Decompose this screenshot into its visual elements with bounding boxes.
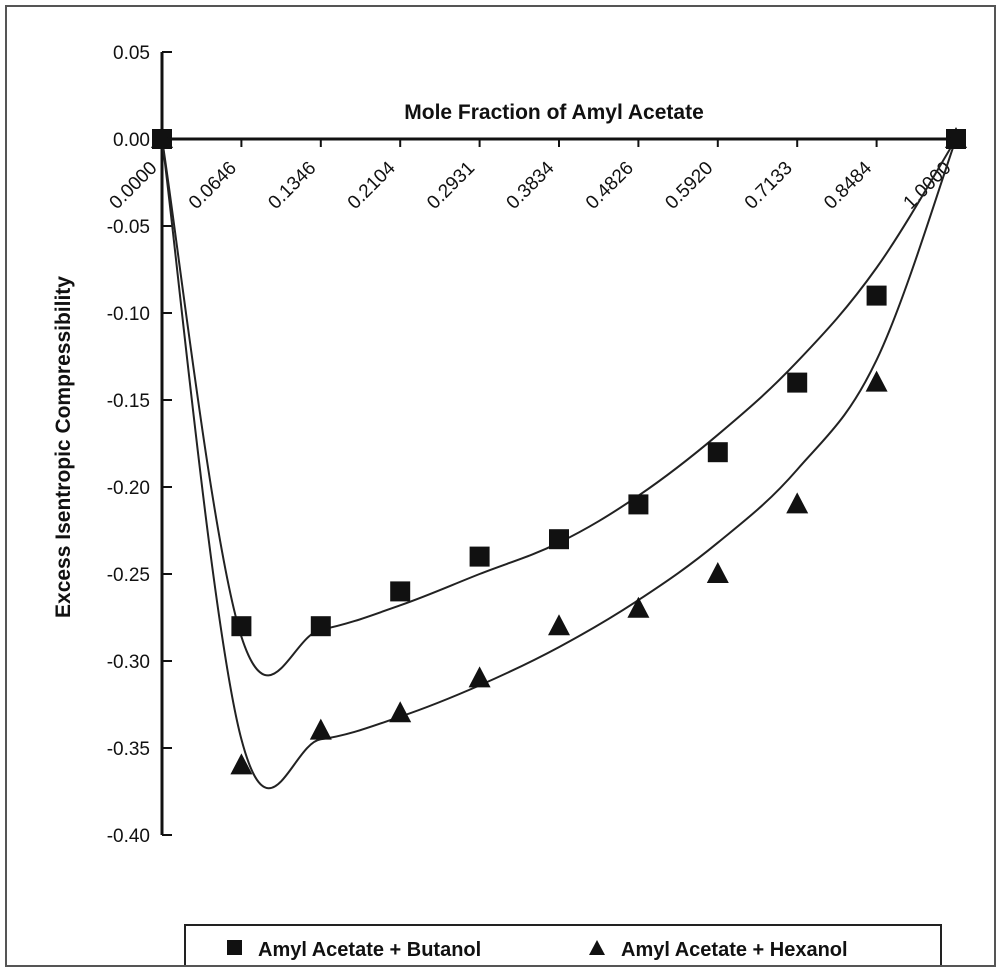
chart-frame: 0.05 0.00 -0.05 -0.10 -0.15 -0.20 -0.25 -0.30 -0… xyxy=(5,5,996,974)
x-tick-label: 0.0646 xyxy=(185,158,241,214)
y-ticks: 0.05 0.00 -0.05 -0.10 -0.15 -0.20 -0.25 -0.30 -0… xyxy=(107,43,172,847)
legend-marker-hexanol xyxy=(589,940,605,955)
butanol-point xyxy=(469,546,490,567)
butanol-point xyxy=(787,372,808,393)
x-tick-label: 0.0000 xyxy=(106,158,162,214)
hexanol-point xyxy=(706,562,729,583)
x-tick-label: 0.2931 xyxy=(423,158,479,214)
hexanol-point xyxy=(548,614,570,636)
x-tick-label: 0.7133 xyxy=(741,158,797,214)
legend: Amyl Acetate + Butanol Amyl Acetate + He… xyxy=(184,924,942,974)
hexanol-point xyxy=(865,370,888,392)
hexanol-point xyxy=(627,596,650,618)
y-tick-label: -0.10 xyxy=(107,304,150,325)
axes xyxy=(160,52,960,835)
butanol-point xyxy=(310,616,331,637)
y-tick-label: -0.15 xyxy=(107,391,150,412)
butanol-point xyxy=(390,581,411,602)
x-tick-label: 0.2104 xyxy=(344,157,400,213)
fit-curve-hexanol xyxy=(161,138,957,790)
y-axis-title: Excess Isentropic Compressibility xyxy=(52,276,75,618)
x-ticks: 0.0000 0.0646 0.1346 0.2104 0.2931 0.3834 0.48… xyxy=(106,139,957,214)
y-tick-label: -0.40 xyxy=(107,826,150,847)
fit-curve-butanol xyxy=(161,138,957,677)
x-axis-title: Mole Fraction of Amyl Acetate xyxy=(404,101,704,124)
fit-curves xyxy=(161,138,957,790)
y-tick-label: -0.25 xyxy=(107,565,150,586)
hexanol-point xyxy=(230,753,253,775)
hexanol-point xyxy=(468,666,491,688)
legend-label-hexanol: Amyl Acetate + Hexanol xyxy=(621,939,848,961)
butanol-point xyxy=(549,529,569,550)
x-tick-label: 0.1346 xyxy=(264,158,320,214)
x-tick-label: 0.4826 xyxy=(582,158,638,214)
legend-marker-butanol xyxy=(227,940,242,955)
markers xyxy=(151,127,967,775)
hexanol-point xyxy=(151,127,173,148)
chart-svg: 0.05 0.00 -0.05 -0.10 -0.15 -0.20 -0.25 -0.30 -0… xyxy=(52,43,967,974)
hexanol-point xyxy=(786,492,809,514)
y-tick-label: -0.20 xyxy=(107,478,150,499)
y-tick-label: 0.05 xyxy=(113,43,150,64)
x-tick-label: 0.5920 xyxy=(661,158,717,214)
x-tick-label: 0.8484 xyxy=(820,157,876,213)
y-tick-label: 0.00 xyxy=(113,130,150,151)
y-tick-label: -0.05 xyxy=(107,217,150,238)
butanol-point xyxy=(231,616,252,637)
butanol-point xyxy=(707,442,728,463)
butanol-point xyxy=(628,494,649,515)
x-tick-label: 0.3834 xyxy=(503,157,559,213)
hexanol-point xyxy=(309,718,332,740)
y-tick-label: -0.30 xyxy=(107,652,150,673)
hexanol-point xyxy=(389,701,412,723)
hexanol-point xyxy=(945,127,967,148)
butanol-point xyxy=(866,285,887,306)
y-tick-label: -0.35 xyxy=(107,739,150,760)
legend-label-butanol: Amyl Acetate + Butanol xyxy=(258,939,481,961)
